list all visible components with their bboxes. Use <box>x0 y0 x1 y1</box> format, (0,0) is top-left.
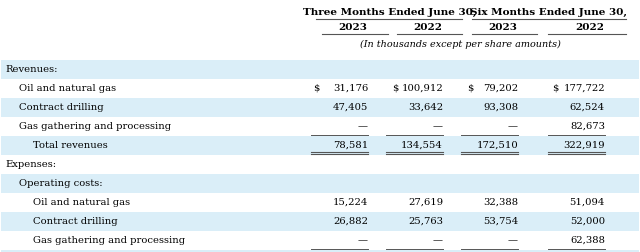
Text: Contract drilling: Contract drilling <box>33 217 118 226</box>
Bar <box>1 193 639 212</box>
Text: 100,912: 100,912 <box>401 84 443 93</box>
Text: (In thousands except per share amounts): (In thousands except per share amounts) <box>360 39 561 49</box>
Text: —: — <box>358 236 368 245</box>
Text: $: $ <box>552 84 558 93</box>
Text: 51,094: 51,094 <box>570 198 605 207</box>
Text: 53,754: 53,754 <box>483 217 518 226</box>
Text: 2022: 2022 <box>575 22 605 32</box>
Text: 33,642: 33,642 <box>408 103 443 112</box>
Text: Total revenues: Total revenues <box>33 141 108 150</box>
Bar <box>1 98 639 117</box>
Text: 2023: 2023 <box>488 22 517 32</box>
Text: Six Months Ended June 30,: Six Months Ended June 30, <box>470 8 627 17</box>
Bar <box>1 231 639 250</box>
Text: Operating costs:: Operating costs: <box>19 179 102 188</box>
Text: Contract drilling: Contract drilling <box>19 103 104 112</box>
Bar <box>1 174 639 193</box>
Text: 2022: 2022 <box>413 22 442 32</box>
Text: 32,388: 32,388 <box>483 198 518 207</box>
Text: 78,581: 78,581 <box>333 141 368 150</box>
Text: 79,202: 79,202 <box>483 84 518 93</box>
Text: 62,388: 62,388 <box>570 236 605 245</box>
Bar <box>1 60 639 79</box>
Bar <box>1 212 639 231</box>
Text: 47,405: 47,405 <box>333 103 368 112</box>
Text: 177,722: 177,722 <box>563 84 605 93</box>
Bar <box>1 155 639 174</box>
Bar <box>1 117 639 136</box>
Text: Oil and natural gas: Oil and natural gas <box>33 198 130 207</box>
Bar <box>1 79 639 98</box>
Text: 31,176: 31,176 <box>333 84 368 93</box>
Text: Gas gathering and processing: Gas gathering and processing <box>19 122 171 131</box>
Text: 2023: 2023 <box>339 22 367 32</box>
Text: Gas gathering and processing: Gas gathering and processing <box>33 236 185 245</box>
Bar <box>1 250 639 252</box>
Text: 322,919: 322,919 <box>563 141 605 150</box>
Bar <box>1 136 639 155</box>
Text: —: — <box>358 122 368 131</box>
Text: $: $ <box>467 84 474 93</box>
Text: Three Months Ended June 30,: Three Months Ended June 30, <box>303 8 477 17</box>
Text: 27,619: 27,619 <box>408 198 443 207</box>
Text: 62,524: 62,524 <box>570 103 605 112</box>
Text: 172,510: 172,510 <box>476 141 518 150</box>
Text: 26,882: 26,882 <box>333 217 368 226</box>
Text: Oil and natural gas: Oil and natural gas <box>19 84 116 93</box>
Text: Expenses:: Expenses: <box>5 160 56 169</box>
Text: 52,000: 52,000 <box>570 217 605 226</box>
Text: —: — <box>508 122 518 131</box>
Text: $: $ <box>313 84 319 93</box>
Text: 134,554: 134,554 <box>401 141 443 150</box>
Text: —: — <box>508 236 518 245</box>
Text: Revenues:: Revenues: <box>5 65 58 74</box>
Text: 25,763: 25,763 <box>408 217 443 226</box>
Text: —: — <box>433 236 443 245</box>
Text: 93,308: 93,308 <box>483 103 518 112</box>
Text: $: $ <box>392 84 398 93</box>
Text: 82,673: 82,673 <box>570 122 605 131</box>
Text: 15,224: 15,224 <box>333 198 368 207</box>
Text: —: — <box>433 122 443 131</box>
